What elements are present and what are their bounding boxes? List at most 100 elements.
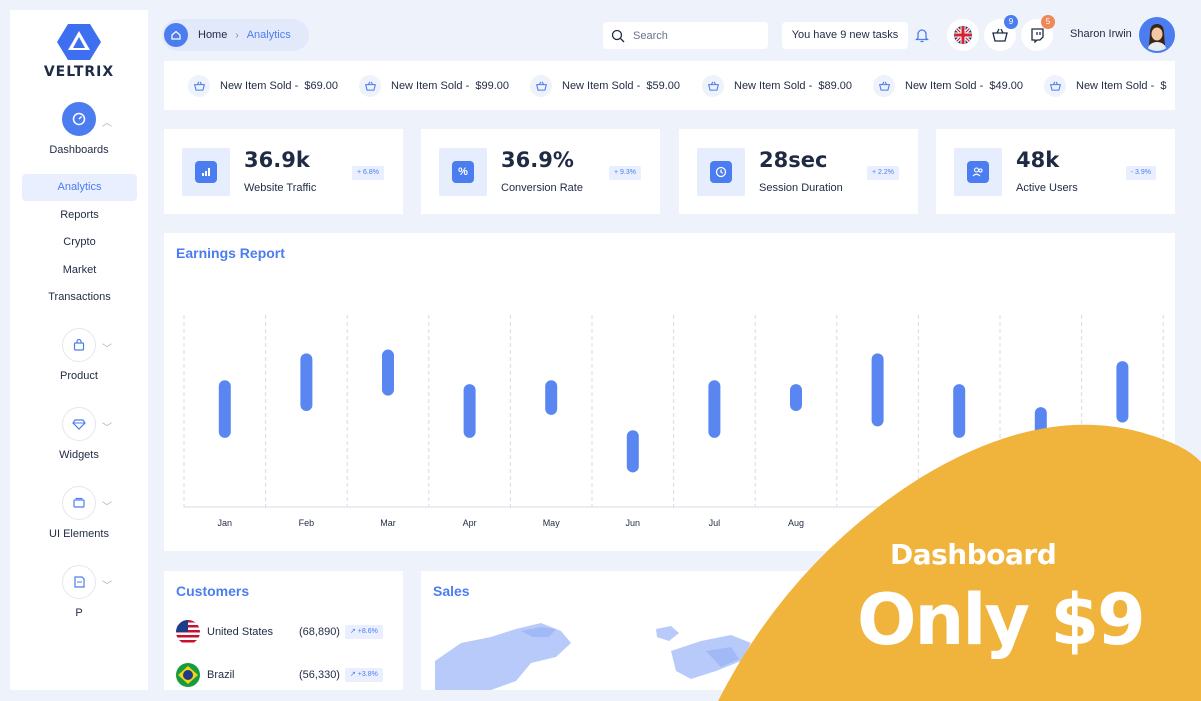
ticker-item: New Item Sold - $49.00 <box>873 75 1023 97</box>
sales-card: Sales <box>421 571 1175 690</box>
twitch-icon <box>1031 27 1044 43</box>
gauge-icon <box>62 102 96 136</box>
bell-icon[interactable] <box>912 24 932 46</box>
bag-icon <box>62 328 96 362</box>
chevron-down-icon: ﹀ <box>102 423 112 434</box>
basket-icon <box>1044 75 1066 97</box>
brazil-flag-icon <box>176 663 200 687</box>
stat-card-users: 48k Active Users - 3.9% <box>936 129 1175 214</box>
clock-icon <box>697 148 745 196</box>
chart-bar[interactable] <box>218 380 231 438</box>
percent-icon: % <box>439 148 487 196</box>
stat-change: + 9.3% <box>609 166 641 180</box>
stat-label: Session Duration <box>759 182 843 194</box>
nav-ui-elements-label: UI Elements <box>49 528 109 540</box>
basket-icon <box>188 75 210 97</box>
stat-value: 28sec <box>759 148 828 172</box>
chevron-right-icon: › <box>235 29 239 41</box>
chart-bar[interactable] <box>626 430 639 473</box>
basket-icon <box>873 75 895 97</box>
chevron-down-icon: ﹀ <box>102 344 112 355</box>
ticker-price: $69.00 <box>304 80 339 92</box>
customers-title: Customers <box>176 583 250 599</box>
nav-widgets[interactable]: ﹀ Widgets <box>10 407 148 461</box>
search-input[interactable] <box>633 29 753 42</box>
nav-ui-elements[interactable]: ﹀ UI Elements <box>10 486 148 540</box>
nav-product[interactable]: ﹀ Product <box>10 328 148 382</box>
earnings-title: Earnings Report <box>176 245 285 261</box>
x-tick-label: May <box>543 518 561 528</box>
chart-bar[interactable] <box>790 384 802 411</box>
list-item[interactable]: United States (68,890) ↗ +8.6% <box>176 619 396 645</box>
customer-change: ↗ +8.6% <box>345 625 383 639</box>
chart-bar[interactable] <box>871 353 884 427</box>
brand-name: VELTRIX <box>43 64 115 80</box>
sidebar-item-reports[interactable]: Reports <box>60 209 99 221</box>
chart-bar[interactable] <box>463 384 476 438</box>
ticker-item: New Item Sold - $89.00 <box>702 75 852 97</box>
customer-count: (68,890) <box>299 626 340 638</box>
cart-button[interactable]: 9 <box>984 15 1018 51</box>
chevron-down-icon: ﹀ <box>102 581 112 592</box>
stat-label: Active Users <box>1016 182 1078 194</box>
ticker-label: New Item Sold - <box>220 80 299 92</box>
stat-change: + 2.2% <box>867 166 899 180</box>
ticker-item: New Item Sold - $99.00 <box>359 75 509 97</box>
stat-value: 36.9% <box>501 148 574 172</box>
chart-bar[interactable] <box>382 349 394 396</box>
sidebar-item-crypto[interactable]: Crypto <box>63 236 96 248</box>
ticker-price: $89.00 <box>818 80 853 92</box>
earnings-report-card: Earnings Report Jan Feb Mar Apr May Jun Jul Aug <box>164 233 1175 551</box>
x-tick-label: Jul <box>709 518 721 528</box>
nav-product-label: Product <box>60 370 98 382</box>
ticker-label: New Item Sold - <box>734 80 813 92</box>
ticker-item: New Item Sold - $59.00 <box>530 75 680 97</box>
customer-count: (56,330) <box>299 669 340 681</box>
avatar[interactable] <box>1139 17 1175 53</box>
user-name[interactable]: Sharon Irwin <box>1070 28 1132 40</box>
sidebar-item-market[interactable]: Market <box>62 264 97 276</box>
sales-title: Sales <box>433 583 470 599</box>
list-item[interactable]: Brazil (56,330) ↗ +3.8% <box>176 662 396 688</box>
stat-value: 36.9k <box>244 148 310 172</box>
logo-icon <box>57 24 101 60</box>
nav-dashboards[interactable]: ︿ Dashboards <box>10 102 148 156</box>
x-tick-label: Apr <box>463 518 477 528</box>
stat-change: - 3.9% <box>1125 166 1156 180</box>
chart-bar[interactable] <box>545 380 558 415</box>
x-tick-label: Mar <box>380 518 396 528</box>
diamond-icon <box>62 407 96 441</box>
nav-pages-label: P <box>75 607 83 619</box>
ticker-item: New Item Sold - $69.00 <box>188 75 338 97</box>
sidebar-item-transactions[interactable]: Transactions <box>48 291 111 303</box>
twitch-button[interactable]: 5 <box>1021 15 1055 51</box>
home-icon[interactable] <box>164 23 188 47</box>
users-icon <box>954 148 1002 196</box>
ticker-price: $ <box>1160 80 1167 92</box>
chart-bar[interactable] <box>708 380 721 438</box>
brand-logo[interactable]: VELTRIX <box>10 22 148 80</box>
tasks-notice[interactable]: You have 9 new tasks <box>782 22 908 49</box>
sidebar: VELTRIX ︿ Dashboards Analytics Reports C… <box>10 10 148 690</box>
x-tick-label: Aug <box>788 518 804 528</box>
stat-card-session: 28sec Session Duration + 2.2% <box>679 129 918 214</box>
sidebar-item-analytics[interactable]: Analytics <box>22 174 137 201</box>
chart-bar[interactable] <box>953 384 966 438</box>
stat-card-conversion: % 36.9% Conversion Rate + 9.3% <box>421 129 660 214</box>
earnings-chart: Jan Feb Mar Apr May Jun Jul Aug <box>183 315 1164 528</box>
breadcrumb-home[interactable]: Home <box>198 29 228 41</box>
stat-change: + 6.8% <box>352 166 384 180</box>
sales-ticker: New Item Sold - $69.00 New Item Sold - $… <box>164 61 1175 110</box>
search-box[interactable] <box>603 22 768 49</box>
uk-flag-icon[interactable] <box>947 19 979 51</box>
us-flag-icon <box>176 620 200 644</box>
pages-icon <box>62 565 96 599</box>
nav-pages[interactable]: ﹀ P <box>10 565 148 619</box>
ticker-label: New Item Sold - <box>562 80 641 92</box>
chart-bar[interactable] <box>1116 361 1129 423</box>
chart-bar[interactable] <box>1034 407 1047 450</box>
chart-bar[interactable] <box>300 353 313 411</box>
stat-label: Conversion Rate <box>501 182 583 194</box>
basket-icon <box>992 28 1008 42</box>
ticker-label: New Item Sold - <box>905 80 984 92</box>
